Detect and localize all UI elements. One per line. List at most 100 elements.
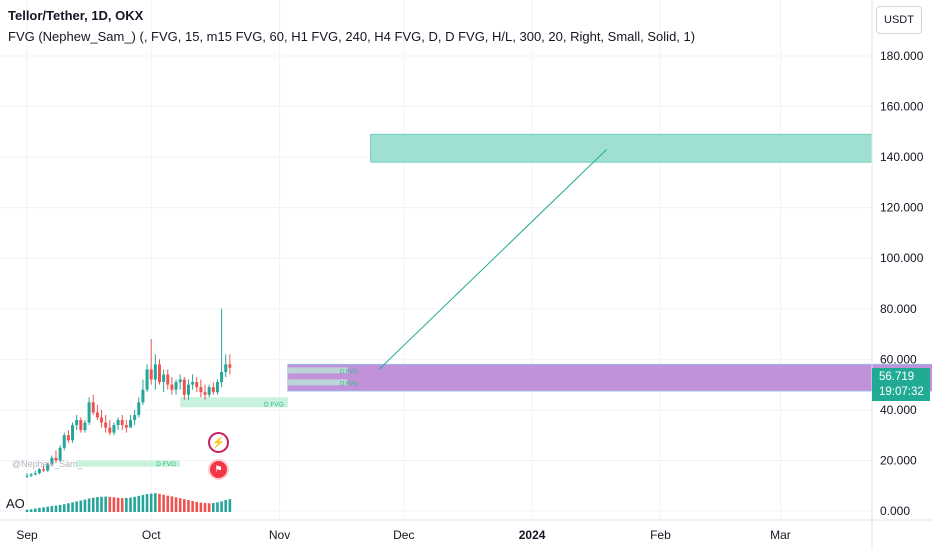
ao-bar [25,509,29,512]
ao-bar [216,502,219,512]
ao-bar [91,497,95,512]
candle-body [83,422,87,431]
candle-body [228,364,232,368]
candle-body [112,425,116,433]
ao-histogram [25,493,232,512]
y-tick-label: 80.000 [880,302,917,316]
ao-bar [162,494,165,512]
ao-bar [203,503,207,512]
y-tick-label: 180.000 [880,49,924,63]
candle-body [178,379,182,383]
candle-body [66,435,70,441]
candle-body [141,389,145,403]
ao-bar [187,500,190,512]
candle-body [120,420,124,426]
y-tick-label: 20.000 [880,453,917,467]
ao-bar [220,501,223,512]
fvg-label-bg [287,379,348,386]
us-flag-icon[interactable]: ⚑ [208,459,229,480]
last-price-tag: 56.719 19:07:32 [872,368,930,401]
candle-body [50,457,54,465]
grid-lines [0,0,872,520]
y-tick-label: 160.000 [880,100,924,114]
fvg-marker [180,397,288,408]
candle-body [42,469,46,471]
ao-bar [96,497,99,512]
y-tick-label: 100.000 [880,251,924,265]
candle-body [33,473,37,475]
candle-body [129,420,132,428]
bar-countdown: 19:07:32 [879,386,924,398]
ao-bar [108,496,112,512]
ao-bar [207,503,211,512]
candle-body [108,427,112,433]
ao-bar [62,504,66,512]
candle-body [182,379,186,395]
ao-bar [87,498,91,512]
candle-body [186,384,190,395]
candle-body [166,374,170,385]
author-watermark: @Nephew_Sam_ [12,459,83,469]
ao-bar [120,498,124,512]
currency-button[interactable]: USDT [876,6,922,34]
fvg-zone-label: D FVG [340,369,359,375]
lightning-icon[interactable]: ⚡ [208,432,229,453]
candle-body [207,387,211,395]
ao-bar [125,497,128,512]
x-tick-label: Sep [16,528,38,542]
candle-body [79,420,83,431]
ao-bar [145,494,149,512]
candle-body [25,475,29,477]
y-tick-label: 140.000 [880,150,924,164]
ao-bar [79,500,83,512]
y-tick-label: 40.000 [880,403,917,417]
fvg-zone [287,363,932,392]
ao-bar [50,506,54,512]
candle-body [58,447,62,461]
ao-bar [112,497,116,512]
ao-bar [178,498,182,512]
candle-body [46,464,50,471]
ao-bar [38,507,41,512]
ao-bar [116,497,120,512]
candle-body [37,469,41,474]
ao-bar [137,495,141,512]
candle-body [157,364,161,383]
ao-bar [75,501,78,512]
ao-bar [29,509,33,512]
x-tick-label: Mar [770,528,791,542]
ao-bar [166,495,170,512]
ao-bar [149,493,153,512]
y-tick-label: 120.000 [880,201,924,215]
x-tick-label: Feb [650,528,671,542]
x-tick-label: Dec [393,528,414,542]
ao-bar [58,504,62,512]
symbol-title[interactable]: Tellor/Tether, 1D, OKX [8,8,144,23]
candle-body [116,420,120,426]
ao-bar [71,502,74,512]
ao-bar [154,493,157,512]
candle-body [220,371,224,383]
fvg-zone-label: D FVG [340,381,359,387]
ao-indicator-label[interactable]: AO [6,496,25,511]
candle-body [104,422,108,428]
indicator-legend[interactable]: FVG (Nephew_Sam_) (, FVG, 15, m15 FVG, 6… [8,29,696,44]
ao-bar [42,507,45,512]
candle-body [29,474,33,476]
candle-body [124,425,128,428]
x-tick-label: 2024 [519,528,546,542]
ao-bar [83,499,87,512]
candle-body [54,457,58,461]
fvg-label-bg [287,367,348,374]
candle-body [170,384,174,390]
y-tick-label: 60.000 [880,352,917,366]
candle-body [149,369,153,380]
ao-bar [212,503,215,512]
ao-bar [224,500,228,512]
ao-bar [104,496,107,512]
x-tick-label: Oct [142,528,161,542]
candle-body [95,412,99,418]
ao-bar [129,497,132,512]
fvg-marker [76,460,181,467]
